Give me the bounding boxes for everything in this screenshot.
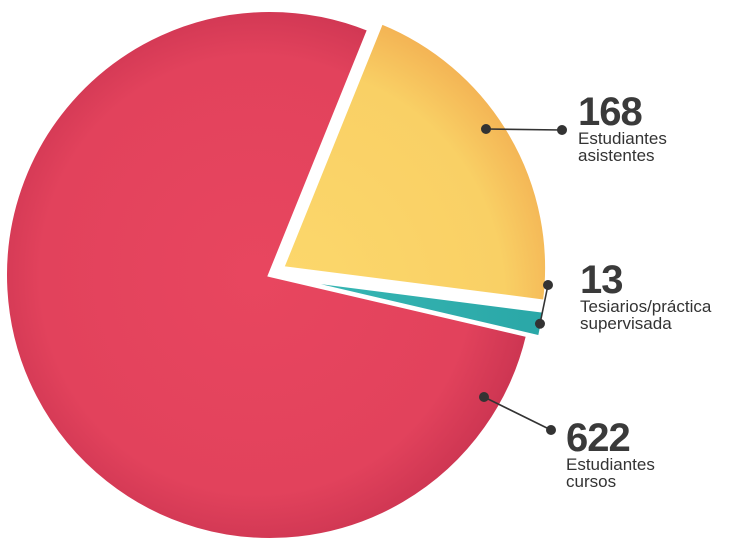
connector-estudiantes-asistentes-end-dot xyxy=(557,125,567,135)
connector-estudiantes-cursos xyxy=(479,392,556,435)
value-622: 622 xyxy=(566,416,631,460)
label-estudiantes-cursos: 622 Estudiantes cursos xyxy=(566,416,655,491)
label-tesiarios-line1: Tesiarios/práctica xyxy=(580,297,712,316)
connector-estudiantes-asistentes-start-dot xyxy=(481,124,491,134)
pie-slice-estudiantes-asistentes xyxy=(279,19,550,304)
connector-estudiantes-cursos-line xyxy=(483,396,552,431)
label-estudiantes-asistentes-line1: Estudiantes xyxy=(578,129,667,148)
connector-estudiantes-cursos-end-dot xyxy=(546,425,556,435)
label-estudiantes-asistentes: 168 Estudiantes asistentes xyxy=(578,90,667,165)
connector-tesiarios-line xyxy=(539,284,549,324)
connector-estudiantes-asistentes-line xyxy=(485,128,563,131)
value-168: 168 xyxy=(578,90,643,134)
label-estudiantes-asistentes-line2: asistentes xyxy=(578,146,655,165)
connector-estudiantes-asistentes xyxy=(481,124,567,135)
label-tesiarios: 13 Tesiarios/práctica supervisada xyxy=(580,258,712,333)
pie-slice-estudiantes-cursos xyxy=(3,8,531,542)
label-tesiarios-line2: supervisada xyxy=(580,314,672,333)
connector-tesiarios-end-dot xyxy=(543,280,553,290)
value-13: 13 xyxy=(580,258,624,302)
label-estudiantes-cursos-line1: Estudiantes xyxy=(566,455,655,474)
connector-estudiantes-cursos-start-dot xyxy=(479,392,489,402)
connector-tesiarios-start-dot xyxy=(534,318,545,329)
connector-tesiarios xyxy=(534,280,553,329)
label-estudiantes-cursos-line2: cursos xyxy=(566,472,617,491)
